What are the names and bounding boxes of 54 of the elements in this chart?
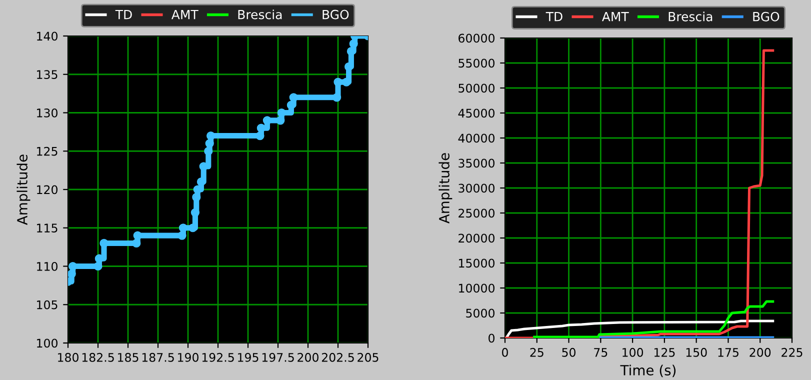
y-tick-label: 55000 <box>458 58 494 68</box>
y-tick-label: 5000 <box>466 308 494 318</box>
y-axis-title: Amplitude <box>16 154 30 225</box>
x-tick-label: 75 <box>594 348 608 357</box>
legend-label: AMT <box>171 10 198 20</box>
y-tick-label: 35000 <box>458 158 494 168</box>
y-tick-label: 115 <box>37 224 58 233</box>
y-tick-label: 50000 <box>458 84 494 93</box>
legend-label: Brescia <box>238 10 282 20</box>
y-tick-label: 40000 <box>458 134 494 143</box>
y-axis-title: Amplitude <box>438 153 452 224</box>
x-tick-label: 0 <box>502 348 508 357</box>
x-tick-label: 225 <box>782 348 802 357</box>
y-tick-label: 25000 <box>458 208 494 218</box>
x-tick-label: 150 <box>686 348 707 357</box>
x-tick-label: 200 <box>298 352 318 362</box>
y-tick-label: 0 <box>488 334 494 343</box>
y-tick-label: 140 <box>37 32 58 41</box>
x-tick-label: 192.5 <box>202 352 234 362</box>
x-tick-label: 187.5 <box>142 352 174 362</box>
x-tick-label: 200 <box>750 348 771 357</box>
x-tick-label: 202.5 <box>322 352 354 362</box>
y-tick-label: 10000 <box>459 284 494 293</box>
legend-label: BGO <box>753 12 780 22</box>
legend-label: TD <box>546 12 562 22</box>
x-tick-label: 195 <box>238 352 258 362</box>
y-tick-label: 130 <box>37 108 58 118</box>
y-tick-label: 15000 <box>459 258 494 268</box>
x-tick-label: 185 <box>118 352 138 362</box>
x-tick-label: 175 <box>718 348 738 357</box>
y-tick-label: 105 <box>37 300 58 310</box>
x-tick-label: 182.5 <box>82 352 114 362</box>
x-tick-label: 125 <box>654 348 675 357</box>
x-tick-label: 205 <box>358 352 378 362</box>
y-tick-label: 20000 <box>458 234 494 243</box>
y-tick-label: 120 <box>37 185 58 194</box>
legend-label: Brescia <box>668 12 712 22</box>
x-axis-title: Time (s) <box>620 364 676 378</box>
y-tick-label: 100 <box>37 338 58 348</box>
y-tick-label: 125 <box>37 146 58 156</box>
y-tick-label: 110 <box>37 262 58 271</box>
x-tick-label: 180 <box>58 352 78 362</box>
x-tick-label: 50 <box>562 348 576 357</box>
x-tick-label: 190 <box>178 352 198 362</box>
x-tick-label: 25 <box>530 348 544 357</box>
x-tick-label: 100 <box>622 348 644 357</box>
legend-label: BGO <box>322 10 349 20</box>
y-tick-label: 30000 <box>458 184 494 193</box>
y-tick-label: 45000 <box>458 108 494 118</box>
x-tick-label: 197.5 <box>262 352 294 362</box>
legend-label: TD <box>115 10 132 20</box>
legend-label: AMT <box>602 12 629 22</box>
y-tick-label: 135 <box>37 70 58 80</box>
y-tick-label: 60000 <box>458 34 494 43</box>
